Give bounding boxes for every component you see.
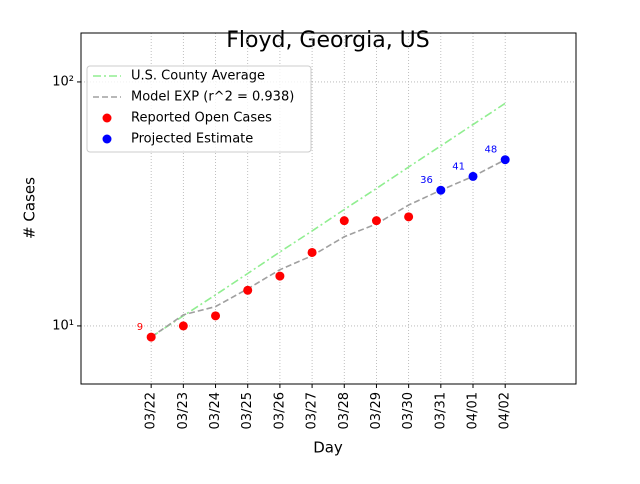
y-tick-label: 10¹ xyxy=(52,318,74,333)
x-tick-label: 04/01 xyxy=(466,392,481,429)
x-tick-label: 03/23 xyxy=(176,392,191,429)
legend-label: Projected Estimate xyxy=(131,132,253,147)
data-label: 9 xyxy=(137,322,143,333)
data-point xyxy=(371,216,381,226)
x-tick-label: 03/31 xyxy=(433,392,448,429)
x-tick-label: 03/30 xyxy=(401,392,416,429)
x-tick-label: 03/27 xyxy=(305,392,320,429)
legend-label: U.S. County Average xyxy=(131,69,265,84)
x-tick-label: 03/29 xyxy=(369,392,384,429)
data-point xyxy=(178,321,188,331)
series-line xyxy=(150,102,506,338)
legend-box xyxy=(86,65,312,153)
data-point xyxy=(307,247,317,257)
data-point xyxy=(404,212,414,222)
data-point xyxy=(146,332,156,342)
legend-marker xyxy=(102,113,112,123)
legend-label: Reported Open Cases xyxy=(131,111,272,126)
y-axis-label: # Cases xyxy=(21,177,39,239)
x-tick-label: 03/24 xyxy=(208,392,223,429)
data-label: 41 xyxy=(452,161,465,172)
chart-title: Floyd, Georgia, US xyxy=(226,28,430,53)
x-tick-label: 03/26 xyxy=(272,392,287,429)
legend-marker xyxy=(102,134,112,144)
data-point xyxy=(275,271,285,281)
data-label: 48 xyxy=(484,145,497,156)
data-point xyxy=(436,185,446,195)
data-point xyxy=(211,311,221,321)
data-point xyxy=(468,171,478,181)
x-tick-label: 03/28 xyxy=(337,392,352,429)
series-line xyxy=(150,158,506,338)
data-point xyxy=(243,285,253,295)
data-point xyxy=(339,216,349,226)
x-tick-label: 03/25 xyxy=(240,392,255,429)
plot-frame xyxy=(80,32,577,385)
data-label: 36 xyxy=(420,175,433,186)
x-tick-label: 04/02 xyxy=(498,392,513,429)
x-axis-label: Day xyxy=(313,439,343,457)
legend-label: Model EXP (r^2 = 0.938) xyxy=(131,90,294,105)
y-tick-label: 10² xyxy=(52,74,74,89)
data-point xyxy=(500,155,510,165)
x-tick-label: 03/22 xyxy=(144,392,159,429)
